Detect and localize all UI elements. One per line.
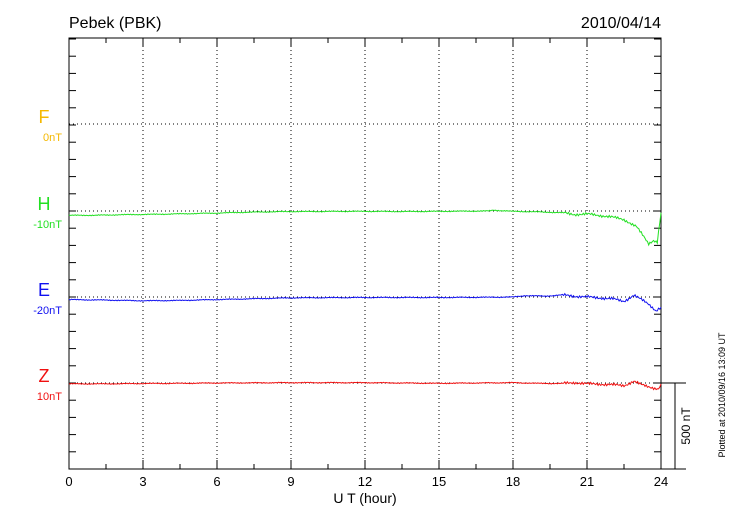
series-offset-z: 10nT — [37, 391, 62, 403]
series-line-e — [68, 292, 662, 312]
series-line-z — [68, 380, 662, 391]
x-tick-label: 18 — [506, 474, 520, 489]
series-label-e: E — [38, 280, 50, 300]
x-tick-label: 12 — [358, 474, 372, 489]
x-tick-label: 0 — [65, 474, 72, 489]
x-tick-label: 3 — [139, 474, 146, 489]
series-offset-e: -20nT — [33, 305, 62, 317]
chart-date: 2010/04/14 — [581, 15, 661, 32]
x-axis-label: U T (hour) — [333, 490, 396, 506]
series-offset-h: -10nT — [33, 219, 62, 231]
chart-title: Pebek (PBK) — [69, 15, 161, 32]
x-tick-label: 21 — [580, 474, 594, 489]
series-label-z: Z — [39, 366, 50, 386]
x-tick-label: 6 — [213, 474, 220, 489]
x-tick-label: 9 — [287, 474, 294, 489]
x-tick-label: 15 — [432, 474, 446, 489]
scale-bar-label: 500 nT — [679, 407, 693, 445]
series-line-h — [68, 209, 662, 247]
x-tick-label: 24 — [654, 474, 668, 489]
plotted-at-footer: Plotted at 2010/09/16 13:09 UT — [717, 332, 727, 458]
series-label-f: F — [39, 107, 50, 127]
series-label-h: H — [38, 194, 51, 214]
series-offset-f: 0nT — [43, 132, 62, 144]
